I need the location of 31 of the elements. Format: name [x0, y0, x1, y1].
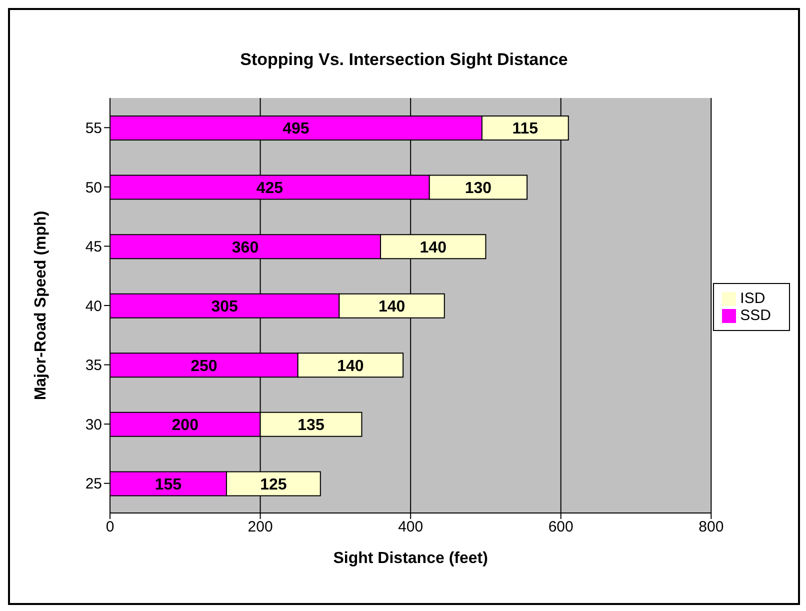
y-tick-label: 40 — [85, 298, 102, 315]
legend-label: SSD — [740, 306, 771, 324]
data-label: 140 — [378, 298, 406, 316]
x-tick-label: 400 — [398, 518, 424, 536]
y-tick-label: 35 — [85, 357, 102, 374]
y-tick-label: 45 — [85, 238, 102, 256]
data-label: 200 — [172, 417, 199, 434]
data-label: 360 — [232, 239, 259, 256]
y-axis-title: Major-Road Speed (mph) — [32, 210, 50, 400]
data-label: 140 — [420, 239, 447, 256]
x-tick-label: 0 — [106, 518, 114, 536]
data-label: 155 — [154, 476, 182, 494]
data-label: 495 — [282, 120, 310, 138]
data-label: 135 — [298, 417, 324, 434]
y-tick-label: 30 — [85, 416, 102, 434]
data-label: 125 — [260, 476, 287, 494]
chart-title: Stopping Vs. Intersection Sight Distance — [239, 50, 569, 70]
data-label: 140 — [337, 358, 364, 375]
x-tick-label: 600 — [548, 518, 574, 536]
y-tick-label: 50 — [85, 179, 102, 196]
data-label: 305 — [211, 298, 238, 316]
data-label: 115 — [512, 120, 538, 138]
x-axis-title: Sight Distance (feet) — [333, 550, 488, 567]
y-tick-label: 55 — [85, 120, 102, 137]
data-label: 425 — [256, 180, 284, 197]
y-tick-label: 25 — [85, 476, 102, 493]
legend-label: ISD — [740, 290, 766, 306]
data-label: 250 — [190, 358, 218, 375]
x-tick-label: 800 — [698, 518, 724, 536]
x-tick-label: 200 — [248, 518, 273, 536]
data-label: 130 — [464, 180, 492, 197]
